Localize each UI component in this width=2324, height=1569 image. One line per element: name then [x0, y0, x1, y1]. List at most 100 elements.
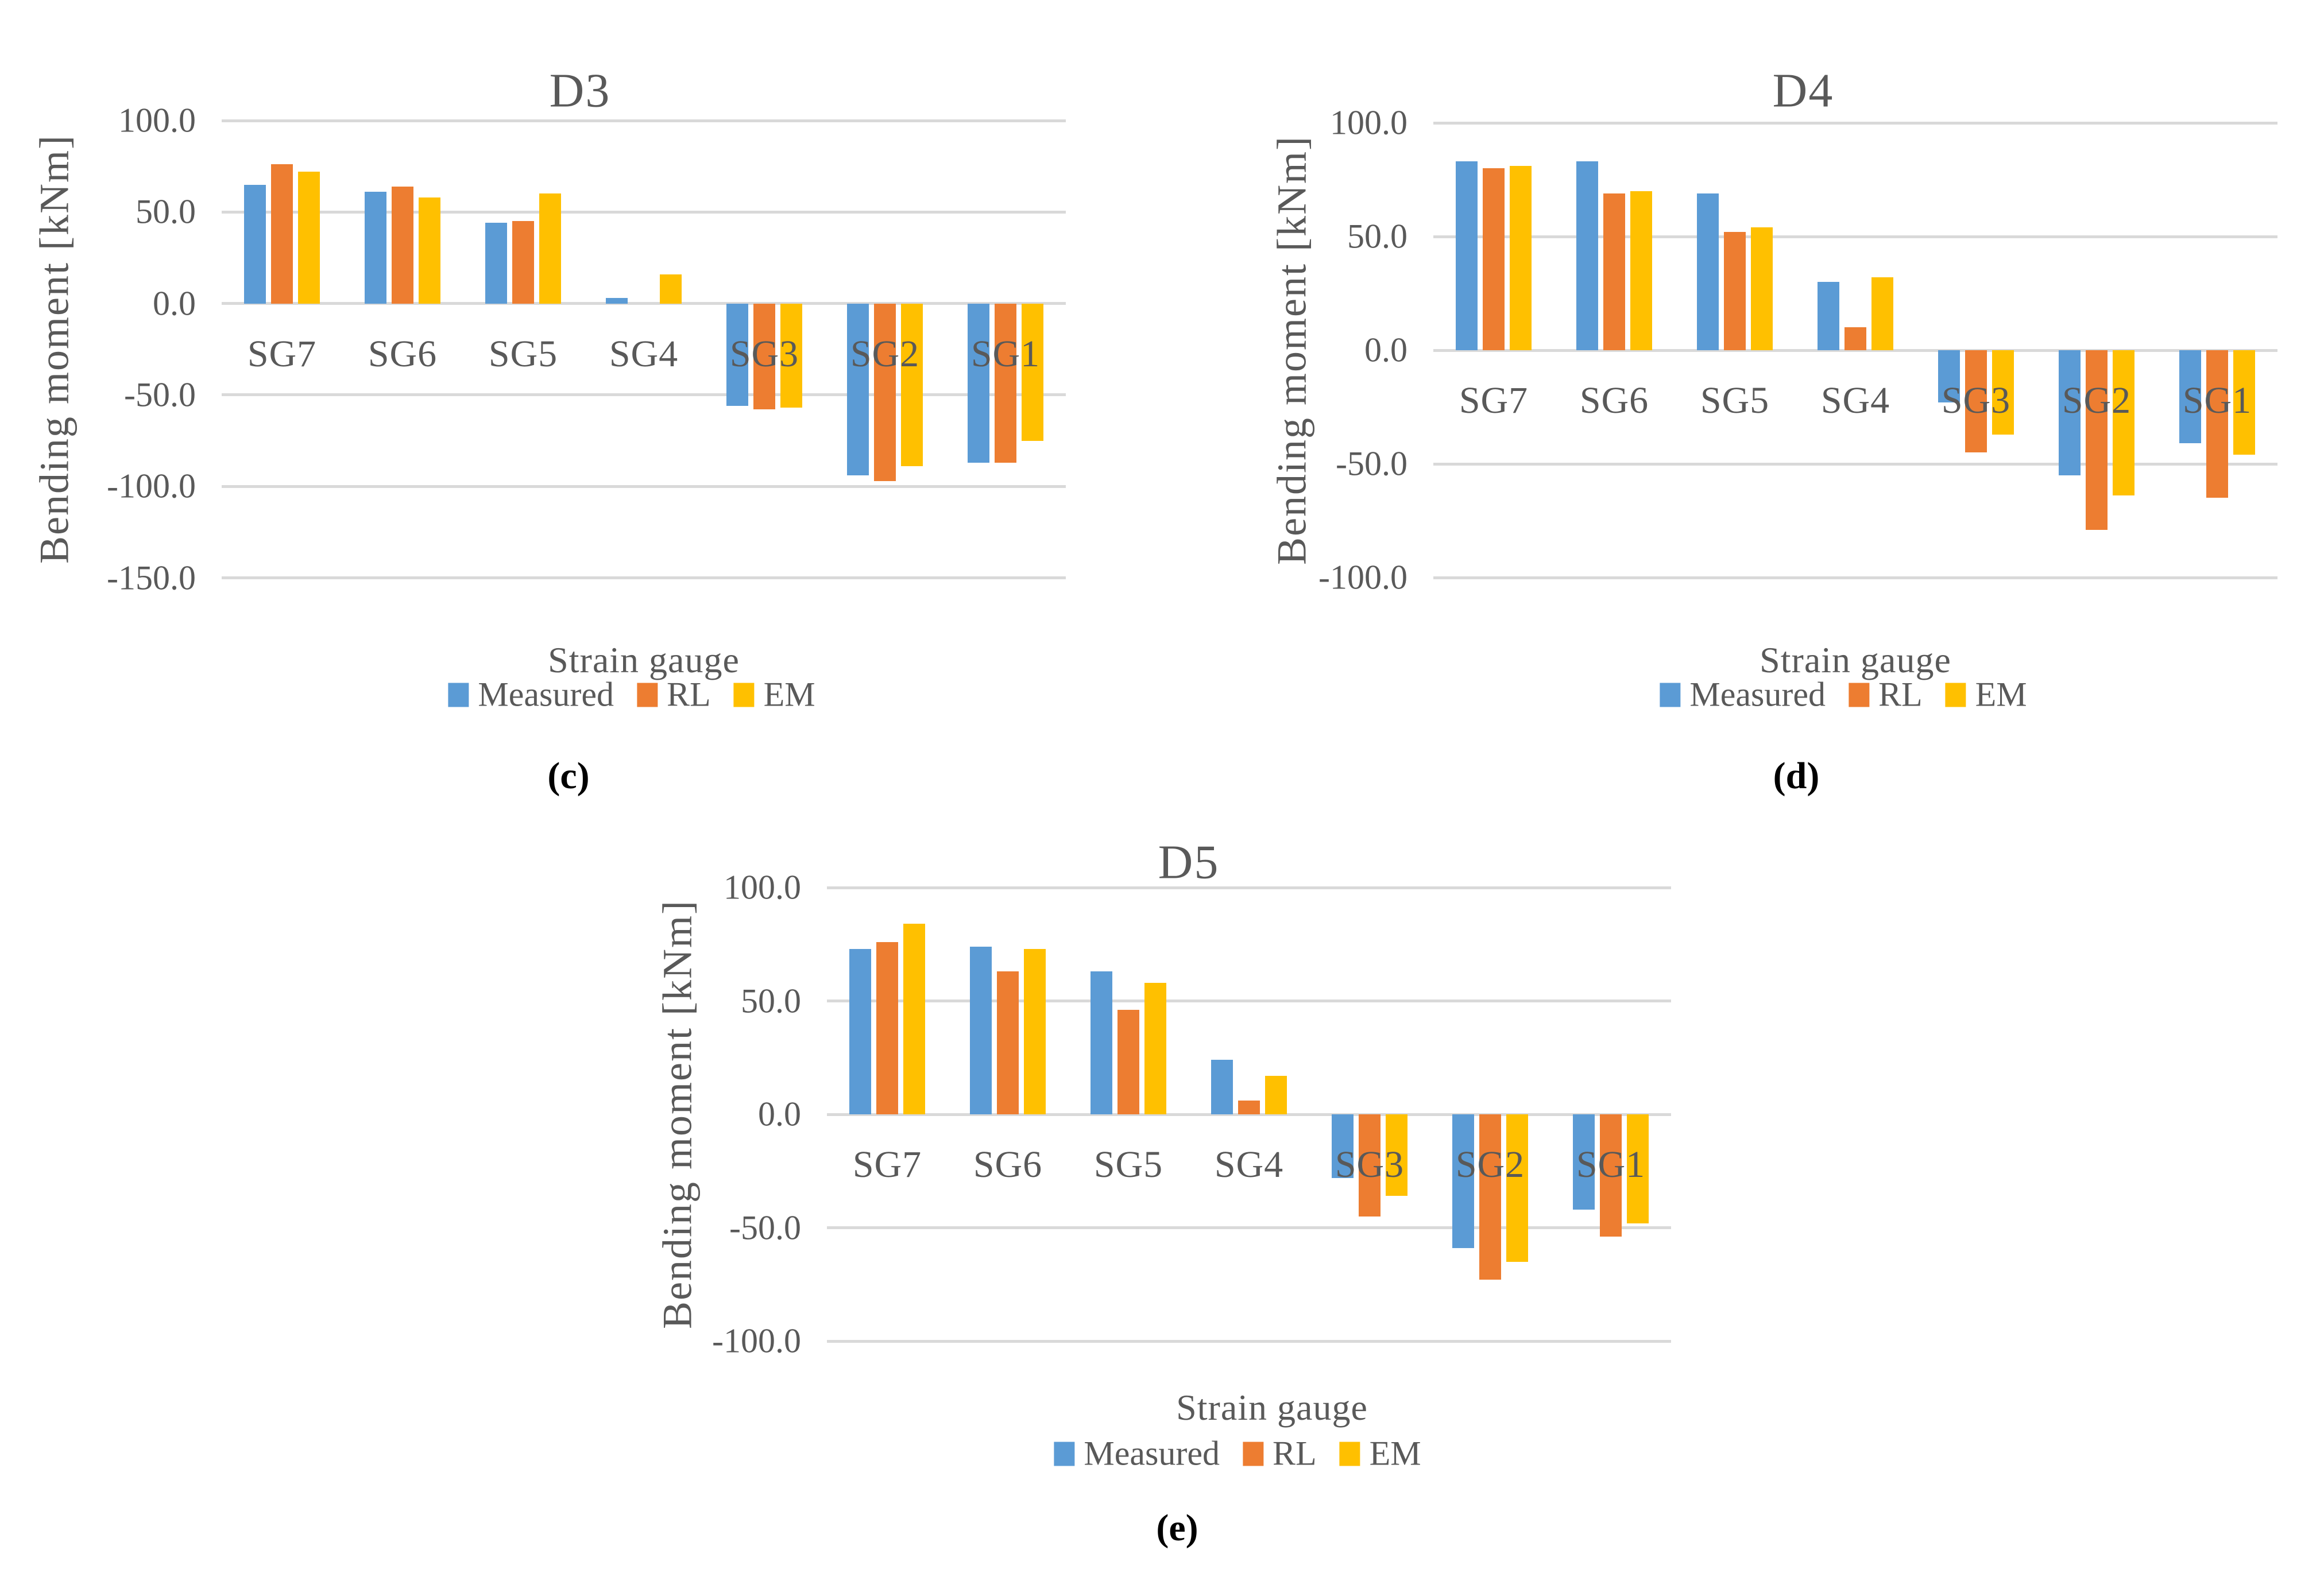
- bar-rl-sg1: [1600, 1114, 1622, 1237]
- bar-rl-sg5: [512, 221, 534, 304]
- bar-measured-sg3: [1938, 350, 1960, 403]
- gridline: [827, 886, 1671, 889]
- bar-em-sg6: [419, 197, 440, 304]
- caption-c: (c): [547, 755, 590, 797]
- legend-swatch-rl: [636, 683, 658, 707]
- bar-measured-sg7: [244, 184, 266, 304]
- legend-swatch-rl: [1242, 1442, 1263, 1466]
- x-category-label-sg4: SG4: [1214, 1144, 1284, 1186]
- x-category-label-sg1: SG1: [970, 332, 1041, 375]
- y-tick-label: 0.0: [1364, 331, 1407, 369]
- x-axis-title-d3: Strain gauge: [548, 640, 740, 680]
- bar-measured-sg1: [1573, 1114, 1595, 1210]
- bar-measured-sg5: [485, 223, 507, 304]
- x-category-label-sg7: SG7: [247, 332, 317, 375]
- gridline: [827, 1339, 1671, 1343]
- legend-item-measured: Measured: [448, 675, 614, 715]
- legend-item-measured: Measured: [1054, 1434, 1220, 1474]
- gridline: [827, 999, 1671, 1002]
- legend-label: EM: [1975, 675, 2027, 714]
- gridline: [1433, 462, 2277, 466]
- bar-measured-sg1: [2179, 350, 2201, 444]
- x-category-label-sg3: SG3: [1941, 379, 2011, 421]
- x-category-label-sg6: SG6: [368, 332, 438, 375]
- x-category-label-sg2: SG2: [1455, 1144, 1525, 1186]
- bar-measured-sg4: [606, 298, 628, 304]
- bar-rl-sg6: [392, 186, 413, 304]
- legend-swatch-measured: [448, 683, 469, 707]
- y-tick-label: -100.0: [712, 1322, 801, 1360]
- legend-label: Measured: [1689, 675, 1826, 714]
- gridline: [827, 1226, 1671, 1229]
- bar-em-sg6: [1024, 948, 1046, 1114]
- y-tick-label: -100.0: [107, 467, 196, 505]
- x-category-label-sg7: SG7: [1459, 379, 1529, 421]
- legend-swatch-em: [733, 683, 755, 707]
- bar-em-sg2: [2113, 350, 2134, 496]
- legend-d5: Measured RL EM: [1054, 1434, 1421, 1474]
- chart-title-d4: D4: [1772, 64, 1834, 118]
- y-tick-label: -50.0: [124, 375, 196, 414]
- x-category-label-sg5: SG5: [488, 332, 558, 375]
- legend-item-rl: RL: [1848, 675, 1923, 715]
- bar-measured-sg6: [970, 946, 992, 1114]
- y-tick-label: 50.0: [741, 982, 801, 1020]
- bar-em-sg5: [1144, 982, 1166, 1114]
- bar-em-sg6: [1630, 191, 1652, 350]
- bar-rl-sg7: [1483, 168, 1505, 350]
- bar-em-sg1: [1627, 1114, 1649, 1223]
- caption-e: (e): [1156, 1507, 1198, 1549]
- legend-label: EM: [1369, 1434, 1421, 1473]
- bar-em-sg5: [539, 193, 561, 304]
- bar-rl-sg2: [2086, 350, 2108, 530]
- bar-rl-sg5: [1117, 1010, 1139, 1114]
- legend-d3: Measured RL EM: [448, 675, 815, 715]
- legend-item-rl: RL: [1242, 1434, 1317, 1474]
- bar-em-sg4: [660, 274, 682, 304]
- y-tick-label: 100.0: [118, 101, 196, 140]
- gridline: [222, 210, 1066, 214]
- x-category-label-sg5: SG5: [1700, 379, 1770, 421]
- bar-rl-sg7: [271, 164, 293, 304]
- x-axis-title-d4: Strain gauge: [1760, 640, 1951, 680]
- legend-item-em: EM: [733, 675, 815, 715]
- legend-swatch-rl: [1848, 683, 1869, 707]
- bar-rl-sg1: [2206, 350, 2228, 498]
- bar-em-sg2: [901, 303, 923, 467]
- bar-em-sg4: [1871, 277, 1893, 350]
- x-category-label-sg3: SG3: [729, 332, 799, 375]
- bar-measured-sg2: [2059, 350, 2081, 475]
- legend-label: Measured: [478, 675, 614, 714]
- bar-em-sg1: [1022, 303, 1043, 441]
- y-tick-label: 100.0: [724, 868, 801, 906]
- chart-title-d5: D5: [1158, 835, 1220, 889]
- x-category-label-sg4: SG4: [1820, 379, 1890, 421]
- bar-measured-sg3: [1332, 1114, 1354, 1178]
- bar-rl-sg1: [995, 303, 1016, 463]
- y-tick-label: 50.0: [136, 192, 196, 231]
- bar-rl-sg2: [1479, 1114, 1501, 1280]
- legend-d4: Measured RL EM: [1660, 675, 2027, 715]
- legend-label: RL: [1878, 675, 1923, 714]
- bar-rl-sg3: [1965, 350, 1987, 453]
- x-category-label-sg1: SG1: [2182, 379, 2252, 421]
- gridline: [222, 119, 1066, 122]
- bar-rl-sg3: [753, 303, 775, 410]
- y-tick-label: 0.0: [758, 1095, 801, 1133]
- x-category-label-sg2: SG2: [2062, 379, 2132, 421]
- gridline: [1433, 121, 2277, 125]
- legend-item-em: EM: [1945, 675, 2027, 715]
- bar-measured-sg4: [1818, 282, 1839, 350]
- legend-label: RL: [1272, 1434, 1317, 1473]
- x-category-label-sg2: SG2: [850, 332, 920, 375]
- bar-em-sg4: [1265, 1075, 1287, 1114]
- caption-d: (d): [1773, 755, 1820, 797]
- bar-rl-sg4: [1844, 327, 1866, 350]
- bar-rl-sg7: [876, 942, 898, 1114]
- bar-rl-sg4: [1238, 1101, 1260, 1114]
- y-tick-label: -100.0: [1318, 558, 1407, 596]
- gridline: [827, 1113, 1671, 1116]
- bar-em-sg3: [1992, 350, 2014, 435]
- bar-em-sg5: [1751, 227, 1773, 350]
